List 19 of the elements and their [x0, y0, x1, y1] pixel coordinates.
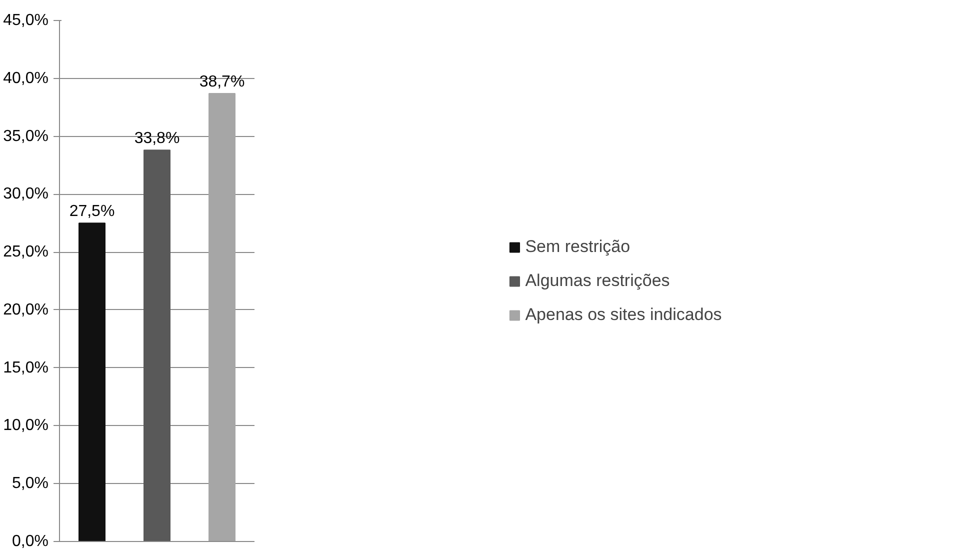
y-tick-label: 30,0% [3, 186, 49, 203]
data-label: 33,8% [134, 130, 180, 148]
y-tick-label: 0,0% [12, 533, 48, 550]
y-tick-label: 45,0% [3, 12, 49, 29]
data-label: 38,7% [199, 73, 245, 90]
bar [78, 222, 106, 542]
legend-label: Sem restrição [525, 236, 630, 256]
y-tick-label: 10,0% [3, 417, 49, 434]
legend-label: Apenas os sites indicados [525, 304, 722, 324]
y-tick-label: 15,0% [3, 359, 49, 376]
bar [208, 92, 236, 542]
y-tick-label: 25,0% [3, 244, 49, 261]
y-tick-label: 5,0% [12, 475, 48, 492]
data-label: 27,5% [69, 203, 115, 220]
y-tick-label: 35,0% [3, 128, 49, 145]
legend-label: Algumas restrições [525, 270, 670, 290]
bar [144, 150, 170, 542]
y-tick-label: 20,0% [3, 301, 49, 318]
y-tick-label: 40,0% [3, 70, 49, 87]
